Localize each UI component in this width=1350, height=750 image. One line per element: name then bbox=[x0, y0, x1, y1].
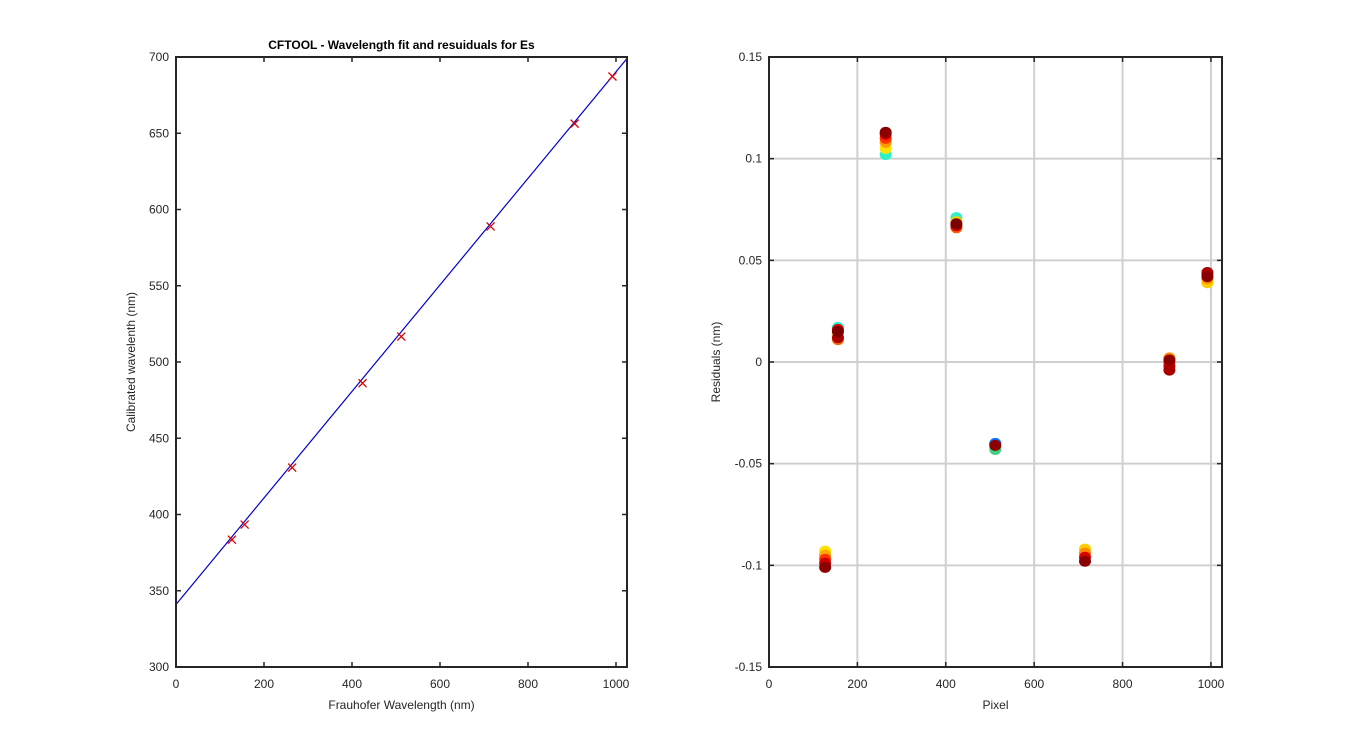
fit-point-marker bbox=[570, 119, 580, 129]
fit-y-axis-label: Calibrated wavelenth (nm) bbox=[124, 292, 138, 432]
residuals-y-tick-label: -0.05 bbox=[735, 457, 763, 471]
residuals-x-tick-label: 1000 bbox=[1198, 677, 1225, 691]
fit-y-tick-label: 700 bbox=[149, 50, 169, 64]
residual-point bbox=[1201, 271, 1214, 283]
residuals-y-tick-label: 0 bbox=[755, 355, 762, 369]
residuals-y-axis-label: Residuals (nm) bbox=[709, 322, 723, 403]
residual-point bbox=[819, 561, 832, 573]
residual-point bbox=[950, 218, 963, 230]
fit-x-tick-label: 600 bbox=[430, 677, 450, 691]
residuals-axes: 0 200 400 600 800 1000 -0.15 -0.1 -0.05 0 0.05 0.1 0… bbox=[709, 50, 1225, 712]
residuals-y-tick-label: -0.15 bbox=[735, 660, 763, 674]
residuals-x-tick-label: 600 bbox=[1024, 677, 1044, 691]
fit-y-tick-label: 450 bbox=[149, 431, 169, 445]
fit-x-tick-label: 1000 bbox=[603, 677, 630, 691]
residuals-x-tick-label: 800 bbox=[1113, 677, 1133, 691]
fit-y-tick-label: 350 bbox=[149, 584, 169, 598]
residual-point bbox=[1163, 364, 1176, 376]
fit-point-marker bbox=[608, 72, 617, 81]
residual-point bbox=[831, 326, 844, 337]
residuals-y-tick-label: -0.1 bbox=[741, 558, 762, 572]
fit-chart-title: CFTOOL - Wavelength fit and resuiduals f… bbox=[268, 38, 535, 52]
fit-y-tick-label: 400 bbox=[149, 508, 169, 522]
fit-line bbox=[175, 58, 628, 605]
residual-point bbox=[989, 439, 1002, 451]
fit-y-tick-label: 600 bbox=[149, 203, 169, 217]
fit-axes-frame bbox=[175, 56, 628, 668]
fit-x-tick-label: 800 bbox=[518, 677, 538, 691]
fit-point-marker bbox=[358, 378, 368, 388]
residual-point bbox=[1163, 354, 1176, 366]
fit-axes-background bbox=[176, 57, 627, 667]
residuals-x-tick-label: 0 bbox=[766, 677, 773, 691]
fit-axes-ticks: 0 200 400 600 800 1000 300 350 400 450 500 550 600 65… bbox=[149, 50, 630, 691]
residuals-y-tick-label: 0.1 bbox=[745, 152, 762, 166]
fit-point-marker bbox=[486, 221, 496, 231]
fit-y-tick-label: 300 bbox=[149, 660, 169, 674]
residuals-y-tick-label: 0.05 bbox=[739, 253, 763, 267]
residuals-x-tick-label: 400 bbox=[936, 677, 956, 691]
fit-y-tick-label: 550 bbox=[149, 279, 169, 293]
fit-x-tick-label: 0 bbox=[173, 677, 180, 691]
residuals-x-tick-label: 200 bbox=[847, 677, 867, 691]
fit-y-tick-label: 650 bbox=[149, 126, 169, 140]
fit-axes: 0 200 400 600 800 1000 300 350 400 450 500 550 600 65… bbox=[124, 38, 630, 712]
residuals-axes-ticks: 0 200 400 600 800 1000 -0.15 -0.1 -0.05 0 0.05 0.1 0… bbox=[735, 50, 1225, 691]
residual-point bbox=[1078, 555, 1091, 567]
residual-point bbox=[879, 126, 892, 138]
fit-x-axis-label: Frauhofer Wavelength (nm) bbox=[328, 698, 474, 712]
fit-point-marker bbox=[240, 520, 250, 530]
fit-y-tick-label: 500 bbox=[149, 355, 169, 369]
fit-x-tick-label: 200 bbox=[254, 677, 274, 691]
residuals-x-axis-label: Pixel bbox=[982, 698, 1008, 712]
residuals-axes-frame bbox=[768, 56, 1223, 668]
residuals-plot-data bbox=[819, 126, 1214, 573]
fit-point-marker bbox=[287, 463, 297, 472]
fit-x-tick-label: 400 bbox=[342, 677, 362, 691]
residuals-y-tick-label: 0.15 bbox=[739, 50, 763, 64]
fit-plot-data bbox=[175, 58, 628, 605]
fit-point-marker bbox=[227, 535, 237, 545]
fit-point-marker bbox=[396, 332, 406, 341]
